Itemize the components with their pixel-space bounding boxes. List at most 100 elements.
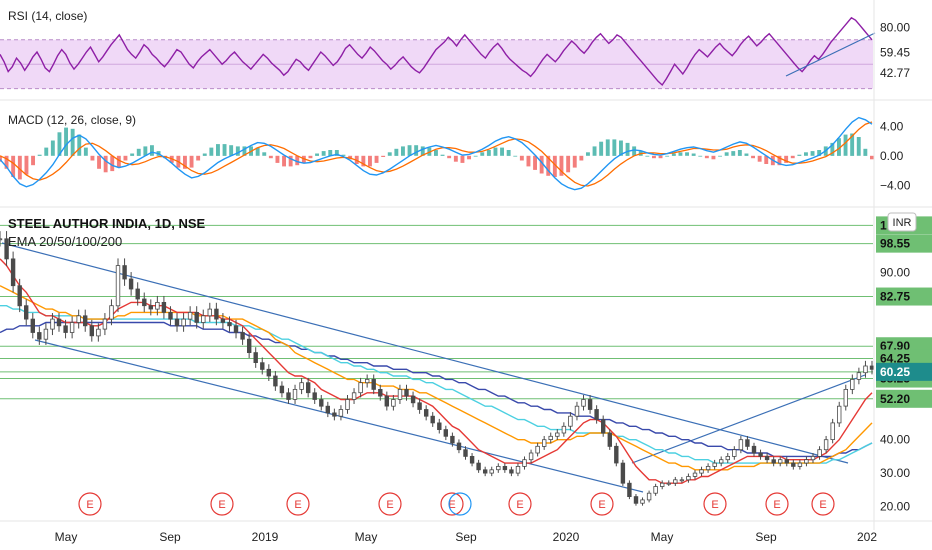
macd-histogram-bar <box>222 144 227 156</box>
macd-histogram-bar <box>586 152 590 156</box>
macd-histogram-bar <box>566 155 571 173</box>
macd-histogram-bar <box>453 155 458 162</box>
candle-body <box>817 449 822 457</box>
macd-histogram-bar <box>196 155 201 161</box>
candle-body <box>83 315 88 327</box>
earnings-marker-label: E <box>294 499 301 511</box>
macd-histogram-bar <box>599 141 604 156</box>
rsi-line <box>0 16 873 87</box>
candle-body <box>220 318 226 323</box>
candle-body <box>443 429 448 437</box>
macd-histogram-bar <box>612 139 617 156</box>
macd-tick-label: 0.00 <box>880 149 904 163</box>
candle-body <box>207 308 212 317</box>
macd-histogram-bar <box>519 155 524 161</box>
macd-histogram-bar <box>235 146 240 156</box>
candle-body <box>410 395 416 404</box>
candle-body <box>771 459 776 464</box>
macd-histogram-bar <box>37 154 42 156</box>
macd-histogram-bar <box>242 146 247 156</box>
macd-histogram-bar <box>288 155 293 167</box>
candle-body <box>273 375 278 387</box>
candle-body <box>76 315 81 323</box>
macd-histogram-bar <box>381 155 386 157</box>
macd-histogram-bar <box>460 155 465 163</box>
candle-body <box>174 318 180 327</box>
price-tick-label: 30.00 <box>880 466 910 480</box>
candle-body <box>240 332 245 340</box>
candle-body <box>109 305 114 320</box>
earnings-marker-circle <box>508 492 532 516</box>
macd-histogram-bar <box>863 148 868 156</box>
time-tick-label: 2019 <box>252 530 279 544</box>
earnings-marker-label: E <box>86 499 93 511</box>
chart-title: STEEL AUTHOR INDIA, 1D, NSE <box>8 216 206 231</box>
channel-upper-line[interactable] <box>1 242 849 464</box>
macd-histogram-bar <box>579 155 584 161</box>
macd-histogram-bar <box>843 134 848 156</box>
macd-histogram-bar <box>90 155 95 161</box>
candle-body <box>286 392 291 400</box>
candle-body <box>233 325 239 333</box>
macd-histogram-bar <box>401 146 405 156</box>
price-pane: E E E E E E E E E E STEEL AUTHOR INDIA, 1D, NSE E… <box>0 212 932 544</box>
candle-body <box>430 415 435 424</box>
candle-body <box>456 442 462 451</box>
macd-histogram-bar <box>24 155 29 175</box>
macd-histogram-bar <box>70 128 75 156</box>
rsi-axis: 80.00 59.45 42.77 <box>880 21 910 81</box>
candle-body <box>791 462 796 467</box>
candle-body <box>607 432 612 447</box>
candle-body <box>758 452 763 457</box>
candle-body <box>660 482 665 487</box>
candle-body <box>482 469 488 474</box>
macd-histogram-bar <box>698 155 703 157</box>
candle-body <box>384 395 389 407</box>
earnings-marker-label: E <box>819 499 826 511</box>
macd-histogram-bar <box>493 147 498 156</box>
candle-body <box>345 399 350 410</box>
macd-histogram-bar <box>77 134 82 156</box>
candle-body <box>201 315 206 323</box>
candle-body <box>423 409 429 417</box>
candle-body <box>56 318 62 327</box>
macd-histogram-bar <box>856 137 861 156</box>
dividend-marker <box>448 492 472 516</box>
time-tick-label: May <box>55 530 78 544</box>
macd-tick-label: −4.00 <box>880 178 911 192</box>
macd-histogram-bar <box>255 147 260 156</box>
earnings-marker-circle <box>78 492 102 516</box>
macd-histogram-bar <box>387 152 392 156</box>
candle-body <box>63 325 68 333</box>
macd-histogram-bar <box>757 155 762 162</box>
macd-histogram-bar <box>394 148 399 156</box>
candle-body <box>332 412 337 417</box>
candle-body <box>253 352 258 364</box>
macd-histogram-bar <box>202 153 207 156</box>
macd-histogram-bar <box>500 147 504 156</box>
candle-body <box>738 439 744 451</box>
candle-body <box>574 405 580 417</box>
macd-histogram-bar <box>11 155 16 177</box>
breakout-trendline[interactable] <box>631 374 866 464</box>
macd-histogram-bar <box>64 127 68 156</box>
macd-histogram-bar <box>744 153 749 156</box>
macd-histogram-bar <box>737 150 742 156</box>
ema-label: EMA 20/50/100/200 <box>8 234 122 249</box>
earnings-marker-label: E <box>386 499 393 511</box>
rsi-tick-label: 42.77 <box>880 66 910 80</box>
earnings-marker-circle <box>811 492 835 516</box>
candle-body <box>535 445 540 454</box>
price-axis: 90.0040.0030.0020.00198.5582.7567.9064.2… <box>876 212 932 514</box>
candle-body <box>869 365 875 370</box>
earnings-marker-label: E <box>598 499 605 511</box>
rsi-trendline[interactable] <box>785 32 876 77</box>
candle-body <box>856 372 862 380</box>
macd-histogram-bar <box>361 155 366 167</box>
macd-histogram-bar <box>321 151 326 156</box>
last-price-tag-bg <box>876 362 932 381</box>
candle-body <box>627 482 632 498</box>
macd-histogram-bar <box>480 152 485 156</box>
macd-histogram-bar <box>546 155 551 176</box>
earnings-marker-circle <box>765 492 789 516</box>
